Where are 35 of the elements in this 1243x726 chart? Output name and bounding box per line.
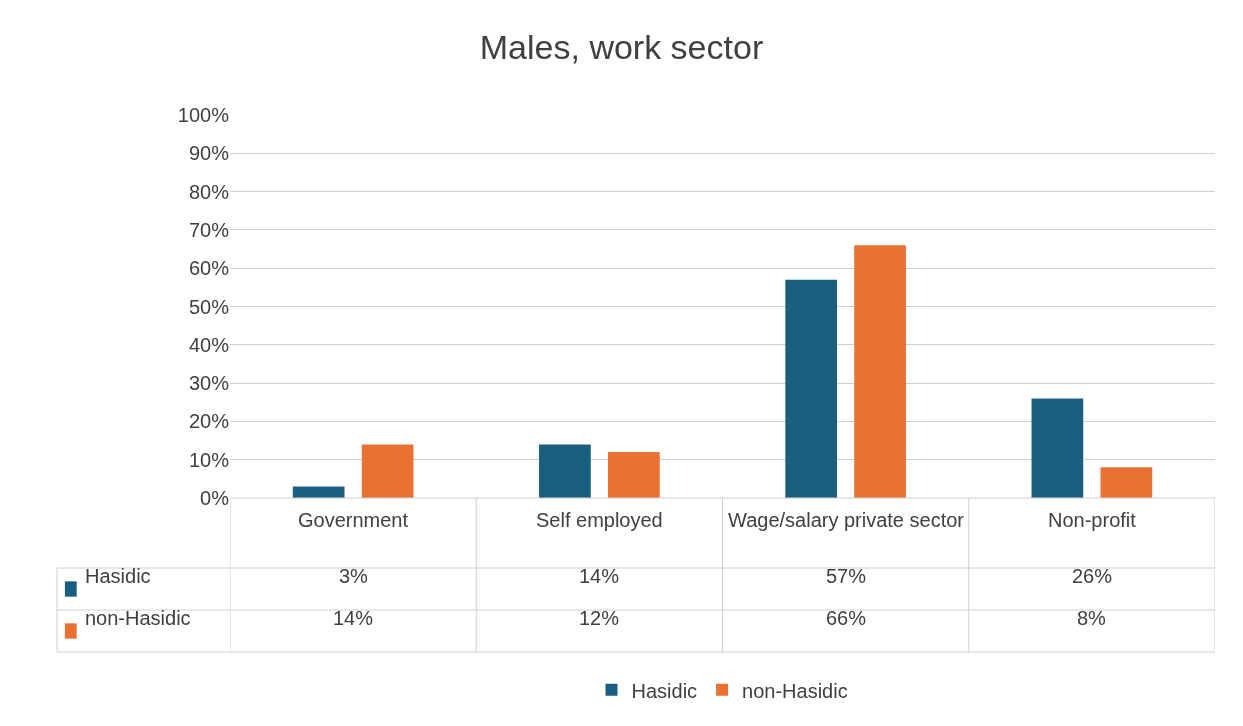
- bar: [854, 245, 906, 498]
- text: non-Hasidic: [85, 607, 191, 629]
- data-label: 57%: [826, 565, 867, 587]
- x-tick-label: Self employed: [536, 509, 663, 531]
- y-tick-label: 80%: [188, 180, 230, 203]
- legend-label: Hasidic: [85, 565, 151, 587]
- x-tick-label: Non-profit: [1048, 509, 1137, 531]
- y-tick-label: 70%: [188, 218, 230, 241]
- data-label: 14%: [579, 565, 620, 587]
- bar: [1100, 467, 1153, 498]
- y-tick-label: 40%: [188, 333, 230, 356]
- chart-title: Males, work sector: [479, 28, 764, 67]
- data-label: 12%: [579, 607, 620, 629]
- y-tick-label: 10%: [188, 448, 230, 471]
- data-label: 3%: [339, 565, 369, 587]
- y-tick-label: 100%: [177, 104, 230, 126]
- x-tick-label: Government: [298, 509, 409, 531]
- bar: [539, 444, 591, 498]
- bar: [785, 279, 838, 498]
- y-tick-label: 50%: [188, 295, 230, 318]
- x-tick-label: Wage/salary private sector: [728, 509, 965, 531]
- bar: [361, 444, 414, 498]
- bar: [607, 452, 660, 498]
- y-tick-label: 0%: [200, 487, 230, 509]
- data-label: 8%: [1077, 607, 1107, 629]
- legend-label: non-Hasidic: [742, 679, 848, 702]
- y-tick-label: 20%: [188, 410, 230, 433]
- text: Hasidic: [631, 679, 698, 702]
- bar: [1031, 398, 1084, 498]
- data-label: 14%: [333, 607, 374, 629]
- y-tick-label: 60%: [188, 257, 230, 280]
- y-tick-label: 90%: [188, 142, 230, 165]
- y-tick-label: 30%: [188, 372, 230, 395]
- data-label: 26%: [1072, 565, 1113, 587]
- data-label: 66%: [826, 607, 867, 629]
